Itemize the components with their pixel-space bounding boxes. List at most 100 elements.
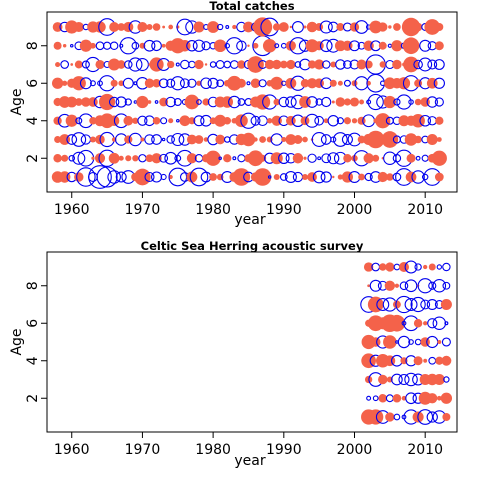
residual-bubble-positive — [401, 17, 421, 37]
residual-bubble-positive — [213, 39, 227, 53]
residual-bubble-positive — [292, 153, 304, 164]
residual-bubble-negative — [228, 95, 241, 109]
residual-bubble-negative — [237, 154, 246, 163]
y-tick-label: 6 — [25, 319, 41, 328]
residual-bubble-negative — [144, 134, 155, 145]
residual-bubble-negative — [154, 100, 159, 104]
residual-bubble-negative — [217, 23, 224, 31]
residual-bubble-positive — [388, 314, 406, 332]
x-tick-label: 1960 — [54, 442, 90, 458]
residual-bubble-positive — [336, 23, 345, 31]
residual-bubble-negative — [270, 133, 283, 146]
residual-bubble-positive — [73, 21, 84, 33]
residual-bubble-negative — [166, 135, 175, 144]
y-tick-label: 4 — [25, 116, 41, 125]
residual-bubble-positive — [306, 21, 318, 33]
residual-bubble-negative — [367, 93, 384, 111]
residual-bubble-positive — [378, 22, 388, 32]
residual-bubble-negative — [433, 77, 445, 89]
residual-bubble-positive — [293, 135, 303, 144]
residual-bubble-negative — [224, 43, 230, 49]
residual-bubble-positive — [132, 155, 139, 162]
residual-bubble-positive — [118, 155, 124, 161]
residual-bubble-positive — [366, 130, 385, 149]
residual-bubble-negative — [258, 79, 267, 88]
residual-bubble-negative — [432, 278, 447, 293]
residual-bubble-negative — [427, 318, 438, 329]
x-tick-label: 1970 — [125, 442, 161, 458]
residual-bubble-negative — [68, 154, 76, 162]
residual-bubble-positive — [123, 115, 134, 126]
residual-bubble-negative — [285, 96, 297, 108]
residual-bubble-negative — [354, 20, 369, 34]
residual-bubble-positive — [427, 393, 438, 404]
panel-1: Total catches 1960 1970 1980 1990 2000 2010 2 4 6… — [9, 0, 458, 228]
residual-bubble-negative — [180, 59, 190, 70]
residual-bubble-negative — [398, 373, 410, 386]
residual-bubble-negative — [399, 281, 409, 291]
panel-2: Celtic Sea Herring acoustic survey 1960 19… — [9, 239, 458, 469]
residual-bubble-negative — [419, 39, 432, 52]
residual-bubble-negative — [131, 41, 140, 50]
residual-bubble-negative — [257, 115, 268, 127]
residual-bubble-positive — [303, 156, 307, 160]
residual-bubble-negative — [102, 41, 112, 50]
residual-bubble-positive — [152, 116, 161, 125]
residual-bubble-negative — [321, 96, 332, 108]
residual-bubble-negative — [81, 60, 90, 69]
residual-bubble-positive — [253, 137, 258, 142]
residual-bubble-negative — [372, 395, 379, 402]
residual-bubble-negative — [196, 99, 202, 105]
residual-bubble-negative — [395, 340, 399, 344]
residual-bubble-negative — [419, 114, 431, 127]
residual-bubble-positive — [378, 41, 387, 50]
residual-bubble-negative — [427, 59, 438, 70]
residual-bubble-negative — [404, 279, 418, 293]
residual-bubble-positive — [436, 395, 442, 401]
residual-bubble-negative — [159, 153, 169, 163]
residual-bubble-positive — [90, 42, 96, 49]
residual-bubble-positive — [202, 98, 210, 106]
residual-bubble-positive — [145, 154, 154, 163]
residual-bubble-negative — [95, 41, 105, 51]
residual-bubble-negative — [436, 264, 443, 270]
residual-bubble-positive — [435, 356, 444, 365]
residual-bubble-negative — [138, 154, 147, 163]
y-axis-label: Age — [9, 328, 25, 355]
residual-bubble-negative — [426, 298, 438, 311]
residual-bubble-positive — [184, 94, 200, 110]
residual-bubble-positive — [424, 19, 441, 35]
residual-bubble-negative — [124, 60, 133, 69]
residual-bubble-negative — [441, 337, 451, 347]
residual-bubble-positive — [53, 154, 62, 163]
residual-bubble-negative — [408, 99, 414, 105]
residual-bubble-positive — [247, 44, 250, 47]
residual-bubble-positive — [236, 78, 246, 88]
residual-bubble-negative — [387, 43, 393, 48]
residual-bubble-positive — [196, 80, 202, 86]
residual-bubble-positive — [285, 40, 296, 51]
residual-bubble-negative — [128, 57, 143, 72]
residual-bubble-negative — [420, 299, 431, 310]
residual-bubble-negative — [376, 298, 390, 311]
residual-bubble-negative — [291, 21, 304, 33]
residual-bubble-positive — [392, 59, 402, 70]
residual-bubble-positive — [91, 156, 95, 160]
x-tick-label: 1990 — [266, 442, 302, 458]
residual-bubble-positive — [273, 173, 280, 181]
residual-bubble-negative — [166, 78, 176, 88]
residual-bubble-negative — [442, 281, 451, 290]
residual-bubble-negative — [421, 154, 429, 162]
x-tick-label: 1980 — [195, 442, 231, 458]
residual-bubble-positive — [343, 154, 352, 163]
residual-bubble-positive — [74, 172, 84, 182]
residual-bubble-positive — [147, 100, 152, 104]
residual-bubble-negative — [75, 117, 83, 125]
residual-bubble-negative — [414, 338, 422, 346]
residual-bubble-negative — [107, 170, 121, 184]
residual-bubble-negative — [404, 372, 418, 387]
residual-bubble-positive — [74, 60, 83, 69]
residual-bubble-negative — [176, 18, 194, 36]
residual-bubble-positive — [413, 22, 423, 32]
residual-bubble-positive — [370, 337, 381, 347]
